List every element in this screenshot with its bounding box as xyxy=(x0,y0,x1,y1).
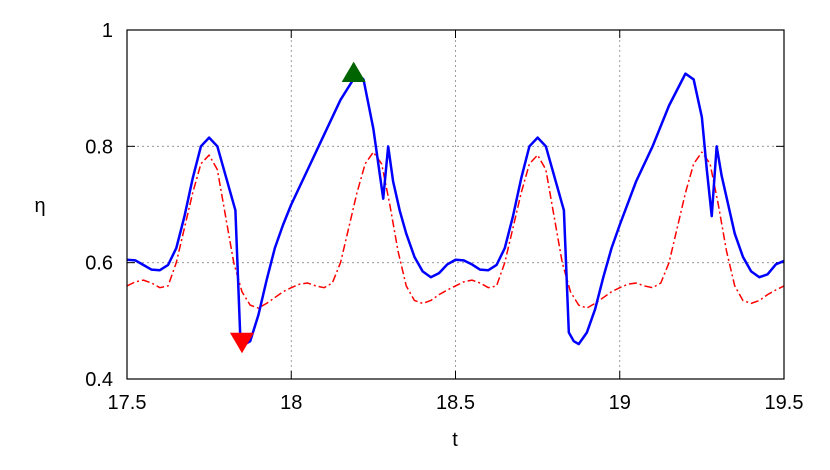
x-tick-label: 18.5 xyxy=(436,392,475,414)
plot-frame xyxy=(126,29,785,380)
y-tick-label: 0.4 xyxy=(85,369,113,391)
y-axis-label: η xyxy=(34,195,45,217)
x-axis-label: t xyxy=(452,429,458,451)
series-line xyxy=(126,72,785,346)
marker xyxy=(341,61,366,83)
y-tick-label: 0.6 xyxy=(85,253,113,275)
x-tick-label: 19.5 xyxy=(765,392,804,414)
y-tick-label: 1 xyxy=(102,20,113,42)
marker xyxy=(229,332,254,354)
x-tick-label: 19 xyxy=(609,392,631,414)
series-line xyxy=(126,151,785,309)
x-tick-label: 18 xyxy=(280,392,302,414)
y-tick-label: 0.8 xyxy=(85,136,113,158)
x-tick-label: 17.5 xyxy=(108,392,147,414)
